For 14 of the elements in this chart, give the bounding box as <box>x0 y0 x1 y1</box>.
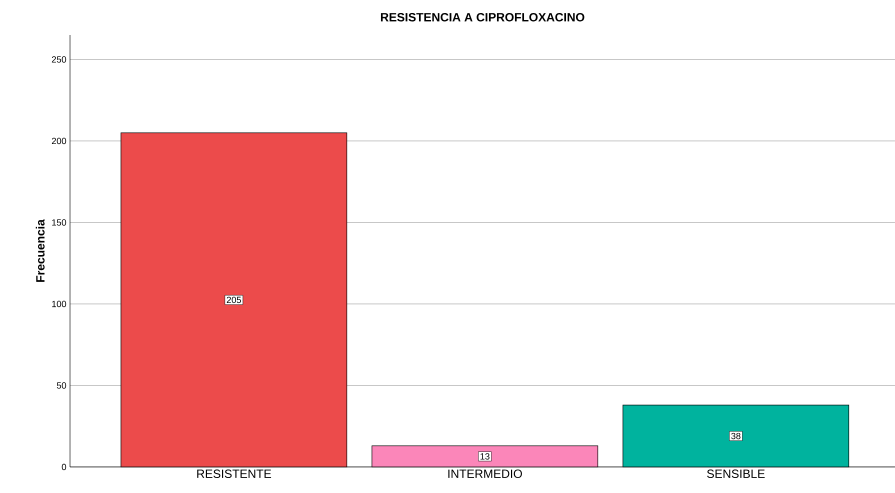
y-tick-label: 150 <box>52 219 66 226</box>
x-tick-label: INTERMEDIO <box>448 470 522 478</box>
x-tick-label: SENSIBLE <box>707 470 765 478</box>
data-label: 205 <box>226 296 242 304</box>
y-tick-label: 250 <box>52 56 66 63</box>
y-tick-label: 50 <box>56 382 66 389</box>
data-label: 38 <box>731 432 740 440</box>
chart-title: RESISTENCIA A CIPROFLOXACINO <box>380 12 584 22</box>
y-tick-label: 200 <box>52 138 66 144</box>
y-tick-label: 0 <box>62 464 66 470</box>
data-label: 13 <box>480 453 490 460</box>
y-axis-title: Frecuencia <box>36 219 45 282</box>
x-tick-label: RESISTENTE <box>197 470 272 478</box>
y-tick-label: 100 <box>52 300 66 308</box>
